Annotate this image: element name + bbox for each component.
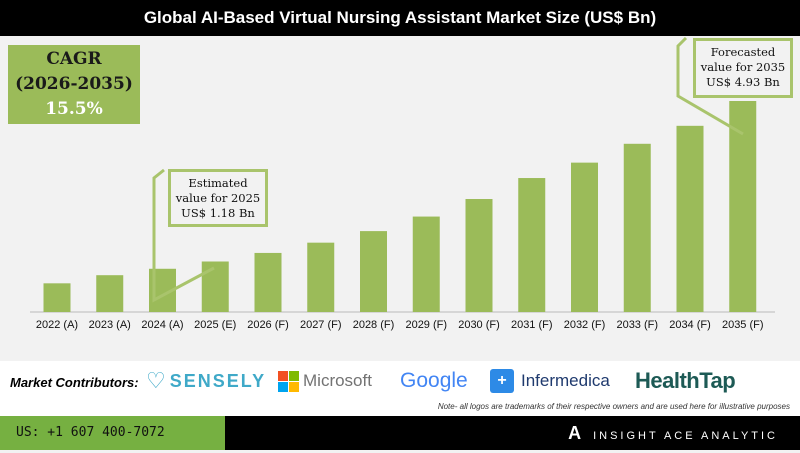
footer: US: +1 607 400-7072 A INSIGHT ACE ANALYTI… [0, 416, 800, 450]
bar-2032 [571, 162, 598, 312]
callout-line: US$ 4.93 Bn [706, 75, 780, 89]
brand-logo-icon: A [568, 423, 582, 443]
bar-2034 [676, 125, 704, 312]
cagr-label: CAGR [46, 49, 102, 69]
x-tick-label: 2023 (A) [89, 319, 131, 331]
contributors-label: Market Contributors: [10, 375, 139, 390]
x-tick-label: 2033 (F) [616, 319, 658, 331]
bar-2026 [254, 252, 282, 312]
callout-line: US$ 1.18 Bn [181, 206, 255, 220]
logo-text: Google [400, 369, 468, 392]
cagr-period: (2026-2035) [15, 74, 133, 94]
brand-name: A INSIGHT ACE ANALYTIC [568, 416, 778, 453]
brand-text: INSIGHT ACE ANALYTIC [593, 430, 778, 442]
callout-line: Estimated [188, 176, 248, 190]
x-tick-label: 2028 (F) [353, 319, 395, 331]
windows-icon [278, 370, 299, 392]
callout-connectors [152, 36, 744, 303]
callout-2035: Forecasted value for 2035 US$ 4.93 Bn [693, 38, 793, 98]
callout-line: value for 2035 [700, 60, 786, 74]
logo-text: SENSELY [169, 370, 267, 391]
x-tick-label: 2025 (E) [194, 319, 236, 331]
logo-text: Infermedica [521, 371, 610, 390]
callout-line: Forecasted [710, 45, 776, 59]
contributors-strip: Market Contributors: ♡ SENSELY Microsoft… [0, 361, 800, 416]
logo-google: Google [400, 366, 468, 396]
x-tick-label: 2032 (F) [564, 319, 606, 331]
x-tick-label: 2026 (F) [247, 319, 289, 331]
bar-2030 [465, 199, 493, 312]
callout-line: value for 2025 [175, 191, 261, 205]
bar-chart: 2022 (A) 2023 (A) 2024 (A) 2025 (E) 2026 (F)… [30, 100, 775, 331]
x-tick-label: 2031 (F) [511, 319, 553, 331]
logo-infermedica: + Infermedica [490, 366, 610, 396]
bar-2029 [412, 216, 440, 312]
x-tick-label: 2029 (F) [405, 319, 447, 331]
x-tick-label: 2022 (A) [36, 319, 78, 331]
bar-2023 [96, 275, 124, 312]
bar-2033 [623, 143, 651, 312]
bar-2025 [201, 261, 229, 312]
bar-2031 [518, 178, 546, 312]
bar-2035 [729, 100, 757, 312]
phone-number[interactable]: US: +1 607 400-7072 [0, 416, 225, 450]
plus-icon: + [490, 369, 514, 393]
cagr-box: CAGR (2026-2035) 15.5% [8, 45, 140, 124]
logo-sensely: ♡ SENSELY [146, 366, 266, 396]
x-tick-label: 2034 (F) [669, 319, 711, 331]
logo-microsoft: Microsoft [278, 366, 372, 396]
trademark-note: Note- all logos are trademarks of their … [437, 402, 790, 411]
bar-2028 [360, 231, 387, 312]
x-tick-label: 2030 (F) [458, 319, 500, 331]
x-tick-label: 2027 (F) [300, 319, 342, 331]
cagr-value: 15.5% [45, 99, 103, 119]
x-tick-label: 2024 (A) [141, 319, 183, 331]
logo-text: Microsoft [303, 371, 372, 390]
chart-title: Global AI-Based Virtual Nursing Assistan… [0, 0, 800, 36]
callout-2025: Estimated value for 2025 US$ 1.18 Bn [168, 169, 268, 227]
logo-healthtap: HealthTap [635, 366, 736, 396]
bar-2027 [307, 242, 335, 312]
heart-icon: ♡ [146, 368, 166, 393]
logo-text: HealthTap [635, 368, 736, 393]
bar-2022 [43, 283, 71, 312]
x-tick-label: 2035 (F) [722, 319, 764, 331]
